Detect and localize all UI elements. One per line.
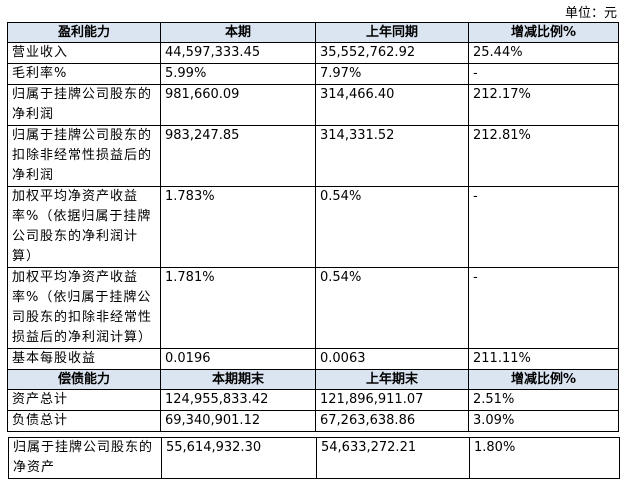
table-cell: 69,340,901.12	[160, 410, 316, 432]
net-assets-table: 归属于挂牌公司股东的净资产 55,614,932.30 54,633,272.21 1…	[8, 437, 620, 479]
table-cell: 2.51%	[468, 389, 619, 411]
table-row: 归属于挂牌公司股东的净利润 981,660.09 314,466.40 212.17%	[7, 84, 619, 126]
table-cell: 212.81%	[468, 125, 619, 187]
table-cell: 毛利率%	[7, 63, 161, 85]
table-cell: 0.0063	[315, 348, 469, 370]
table-cell: 0.0196	[160, 348, 316, 370]
table-cell: 124,955,833.42	[160, 389, 316, 411]
header-cell: 本期期末	[160, 369, 316, 390]
header-cell: 上年期末	[315, 369, 469, 390]
table-cell: 1.80%	[469, 437, 620, 479]
table-cell: 54,633,272.21	[316, 437, 470, 479]
table-cell: 314,331.52	[315, 125, 469, 187]
unit-label: 单位：元	[564, 6, 617, 21]
table-cell: 3.09%	[468, 410, 619, 432]
header-cell: 盈利能力	[7, 22, 161, 43]
table-row: 基本每股收益 0.0196 0.0063 211.11%	[7, 348, 619, 370]
table-row: 加权平均净资产收益率%（依据归属于挂牌公司股东的净利润计算） 1.783% 0.54…	[7, 186, 619, 268]
table-row: 营业收入 44,597,333.45 35,552,762.92 25.44%	[7, 42, 619, 64]
table-cell: -	[468, 186, 619, 268]
table-cell: 1.783%	[160, 186, 316, 268]
table-row: 资产总计 124,955,833.42 121,896,911.07 2.51%	[7, 389, 619, 411]
table-row: 归属于挂牌公司股东的扣除非经常性损益后的净利润 983,247.85 314,331…	[7, 125, 619, 187]
table-cell: 212.17%	[468, 84, 619, 126]
table-cell: 加权平均净资产收益率%（依据归属于挂牌公司股东的净利润计算）	[7, 186, 161, 268]
header-cell: 本期	[160, 22, 316, 43]
table-cell: 981,660.09	[160, 84, 316, 126]
header-cell: 增减比例%	[468, 22, 619, 43]
table-cell: 基本每股收益	[7, 348, 161, 370]
header-row: 偿债能力 本期期末 上年期末 增减比例%	[7, 369, 619, 390]
table-cell: 1.781%	[160, 267, 316, 349]
table-cell: 983,247.85	[160, 125, 316, 187]
table-row: 负债总计 69,340,901.12 67,263,638.86 3.09%	[7, 410, 619, 432]
table-cell: 负债总计	[7, 410, 161, 432]
table-cell: 营业收入	[7, 42, 161, 64]
indicator-table: 盈利能力 本期 上年同期 增减比例% 营业收入 44,597,333.45 35,552,7…	[7, 22, 619, 432]
table-row: 加权平均净资产收益率%（依归属于挂牌公司股东的扣除非经常性损益后的净利润计算） 1…	[7, 267, 619, 349]
table-cell: 归属于挂牌公司股东的扣除非经常性损益后的净利润	[7, 125, 161, 187]
header-cell: 增减比例%	[468, 369, 619, 390]
table-cell: 314,466.40	[315, 84, 469, 126]
table-cell: 211.11%	[468, 348, 619, 370]
table-cell: 35,552,762.92	[315, 42, 469, 64]
table-cell: 0.54%	[315, 267, 469, 349]
header-cell: 偿债能力	[7, 369, 161, 390]
table-cell: 7.97%	[315, 63, 469, 85]
table-cell: 44,597,333.45	[160, 42, 316, 64]
table-cell: 0.54%	[315, 186, 469, 268]
header-row: 盈利能力 本期 上年同期 增减比例%	[7, 22, 619, 43]
table-row: 毛利率% 5.99% 7.97% -	[7, 63, 619, 85]
table-row: 归属于挂牌公司股东的净资产 55,614,932.30 54,633,272.21 1…	[8, 437, 620, 479]
table-cell: 资产总计	[7, 389, 161, 411]
header-cell: 上年同期	[315, 22, 469, 43]
table-cell: 55,614,932.30	[161, 437, 317, 479]
table-cell: 归属于挂牌公司股东的净利润	[7, 84, 161, 126]
table-cell: 67,263,638.86	[315, 410, 469, 432]
table-cell: 5.99%	[160, 63, 316, 85]
table-cell: 121,896,911.07	[315, 389, 469, 411]
table-cell: 25.44%	[468, 42, 619, 64]
table-cell: 归属于挂牌公司股东的净资产	[8, 437, 162, 479]
table-cell: 加权平均净资产收益率%（依归属于挂牌公司股东的扣除非经常性损益后的净利润计算）	[7, 267, 161, 349]
table-cell: -	[468, 63, 619, 85]
table-cell: -	[468, 267, 619, 349]
